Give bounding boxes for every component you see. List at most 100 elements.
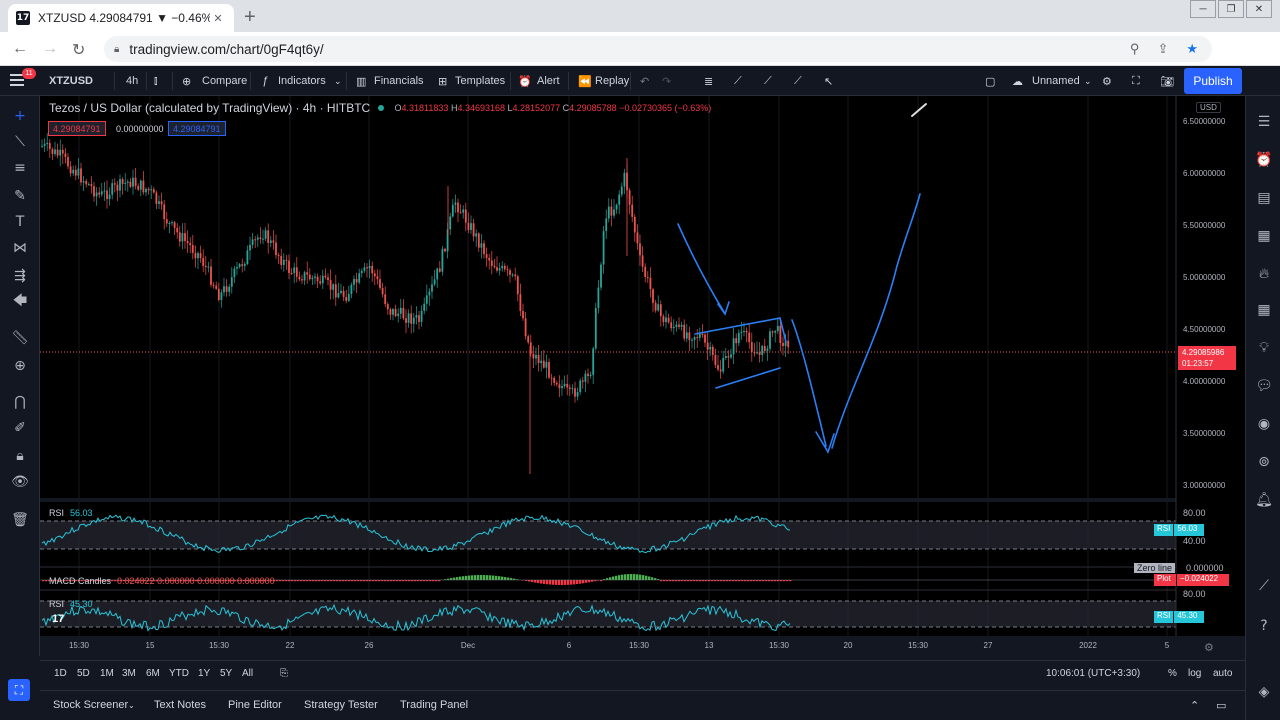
text-icon[interactable]: T [15, 214, 25, 230]
drawing-tool-3-icon[interactable]: ⟋ [794, 74, 802, 87]
compare-plus-icon[interactable]: ⊕ [182, 74, 192, 88]
data-window-icon[interactable]: ▦ [1257, 228, 1271, 244]
range-3m[interactable]: 3M [122, 668, 136, 679]
crosshair-icon[interactable]: + [14, 108, 26, 124]
indicators-fx-icon[interactable]: ƒ [262, 75, 269, 87]
ruler-icon[interactable]: 📏︎ [11, 330, 29, 346]
alerts-icon[interactable]: ⏰ [1255, 152, 1273, 168]
watchlist-icon[interactable]: ☰ [1257, 114, 1271, 130]
publish-button[interactable]: Publish [1184, 68, 1242, 94]
ideas-icon[interactable]: 💡︎ [1259, 340, 1269, 356]
range-1d[interactable]: 1D [54, 668, 67, 679]
streams-icon[interactable]: ◉ [1257, 416, 1271, 432]
alert-clock-icon[interactable]: ⏰ [518, 74, 532, 88]
symbol-legend[interactable]: Tezos / US Dollar (calculated by Trading… [49, 101, 371, 115]
drawing-tool-lines-icon[interactable]: ≣ [704, 74, 714, 88]
omnibox[interactable]: 🔒︎ tradingview.com/chart/0gF4qt6y/ ⚲ ⇪ ★ [104, 36, 1212, 62]
replay-button[interactable]: Replay [595, 75, 630, 87]
tab-text-notes[interactable]: Text Notes [154, 699, 206, 711]
replay-icon[interactable]: ⏪ [578, 74, 592, 88]
compare-button[interactable]: Compare [202, 75, 248, 87]
layout-icon[interactable]: ▢ [985, 74, 996, 88]
fullscreen-toggle-icon[interactable]: ⛶ [8, 679, 30, 701]
share-icon[interactable]: ⇪ [1157, 41, 1169, 56]
news-icon[interactable]: ▤ [1257, 190, 1271, 206]
range-1m[interactable]: 1M [100, 668, 114, 679]
interval-button[interactable]: 4h [126, 75, 139, 87]
macd-legend[interactable]: MACD Candles 0.024022 0.000000 0.000000 0… [49, 576, 275, 586]
maximize-panel-icon[interactable]: ▭ [1216, 699, 1227, 712]
close-window-icon[interactable]: ✕ [1246, 0, 1272, 18]
rsi1-legend[interactable]: RSI 56.03 [49, 508, 93, 518]
fib-icon[interactable]: ≡ [14, 160, 26, 176]
broadcast-icon[interactable]: ⊚ [1258, 454, 1270, 470]
layout-name[interactable]: Unnamed [1032, 75, 1080, 87]
tab-trading-panel[interactable]: Trading Panel [400, 699, 469, 711]
chat-icon[interactable]: 💬︎ [1255, 378, 1273, 394]
undo-icon[interactable]: ↶ [640, 75, 650, 88]
stock-screener-chevron-icon[interactable]: ⌄ [128, 701, 135, 710]
settings-gear-icon[interactable]: ⚙ [1102, 74, 1112, 88]
tab-stock-screener[interactable]: Stock Screener [53, 699, 129, 711]
stay-drawing-icon[interactable]: ✐ [14, 420, 26, 436]
range-ytd[interactable]: YTD [169, 668, 189, 679]
camera-icon[interactable]: 📷︎ [1160, 74, 1174, 88]
clock[interactable]: 10:06:01 (UTC+3:30) [1046, 668, 1141, 679]
menu-icon[interactable] [10, 74, 24, 86]
templates-button[interactable]: Templates [455, 75, 506, 87]
currency-selector[interactable]: USD [1196, 102, 1221, 113]
new-tab-icon[interactable]: + [244, 6, 256, 28]
hotlist-icon[interactable]: 🔥︎ [1258, 266, 1270, 282]
minimize-icon[interactable]: ─ [1190, 0, 1216, 18]
ask-price[interactable]: 4.29084791 [168, 121, 226, 136]
trendline-icon[interactable]: ⟍ [15, 134, 25, 150]
redo-icon[interactable]: ↷ [662, 75, 672, 88]
range-all[interactable]: All [242, 668, 254, 679]
range-6m[interactable]: 6M [146, 668, 160, 679]
zoom-icon[interactable]: ⚲ [1129, 41, 1140, 56]
range-5y[interactable]: 5Y [220, 668, 233, 679]
range-5d[interactable]: 5D [77, 668, 90, 679]
indicators-chevron-icon[interactable]: ⌄ [334, 75, 342, 86]
forward-icon[interactable]: → [42, 40, 58, 57]
cloud-icon[interactable]: ☁ [1012, 74, 1023, 88]
goto-date-icon[interactable]: ⎘ [280, 668, 288, 679]
drawing-tool-1-icon[interactable]: ⟋ [734, 74, 742, 87]
tab-strategy-tester[interactable]: Strategy Tester [304, 699, 378, 711]
magnet-icon[interactable]: ⋂ [14, 394, 26, 410]
range-1y[interactable]: 1Y [198, 668, 211, 679]
symbol-search[interactable]: XTZUSD [49, 75, 93, 87]
tab-close-icon[interactable]: ✕ [213, 12, 223, 25]
pattern-icon[interactable]: ⋈ [13, 240, 27, 256]
layout-chevron-icon[interactable]: ⌄ [1084, 75, 1092, 86]
calendar-icon[interactable]: ▦ [1257, 302, 1271, 318]
financials-icon[interactable]: ▥ [356, 74, 367, 88]
collapse-panel-icon[interactable]: ⌃ [1190, 700, 1200, 712]
time-axis-settings-icon[interactable]: ⚙ [1204, 641, 1214, 654]
rsi2-legend[interactable]: RSI 45.30 [49, 599, 93, 609]
zoom-in-icon[interactable]: ⊕ [14, 358, 26, 374]
bid-price[interactable]: 4.29084791 [48, 121, 106, 136]
eye-icon[interactable]: 👁︎ [11, 474, 29, 490]
trash-icon[interactable]: 🗑︎ [11, 512, 29, 528]
templates-icon[interactable]: ⊞ [438, 74, 448, 88]
auto-scale-toggle[interactable]: auto [1213, 668, 1233, 679]
notifications-icon[interactable]: 🔔︎ [1255, 492, 1273, 508]
restore-icon[interactable]: ❐ [1218, 0, 1244, 18]
layers-icon[interactable]: ◈ [1258, 684, 1270, 700]
browser-tab[interactable]: 17 XTZUSD 4.29084791 ▼ −0.46% U ✕ [8, 4, 234, 32]
back-arrow-icon[interactable]: 🡄 [12, 293, 28, 309]
bookmark-star-icon[interactable]: ★ [1186, 41, 1198, 56]
indicators-button[interactable]: Indicators [278, 75, 326, 87]
fullscreen-icon[interactable]: ⛶ [1132, 74, 1140, 87]
chart-canvas[interactable] [0, 66, 1280, 720]
tab-pine-editor[interactable]: Pine Editor [228, 699, 282, 711]
log-scale-toggle[interactable]: log [1188, 668, 1202, 679]
financials-button[interactable]: Financials [374, 75, 424, 87]
cursor-icon[interactable]: ↖ [824, 74, 834, 88]
back-icon[interactable]: ← [12, 40, 28, 57]
candle-style-icon[interactable]: ⫾ [154, 74, 158, 87]
brush-icon[interactable]: ✎ [14, 188, 26, 204]
alert-button[interactable]: Alert [537, 75, 560, 87]
help-icon[interactable]: ? [1260, 618, 1268, 634]
